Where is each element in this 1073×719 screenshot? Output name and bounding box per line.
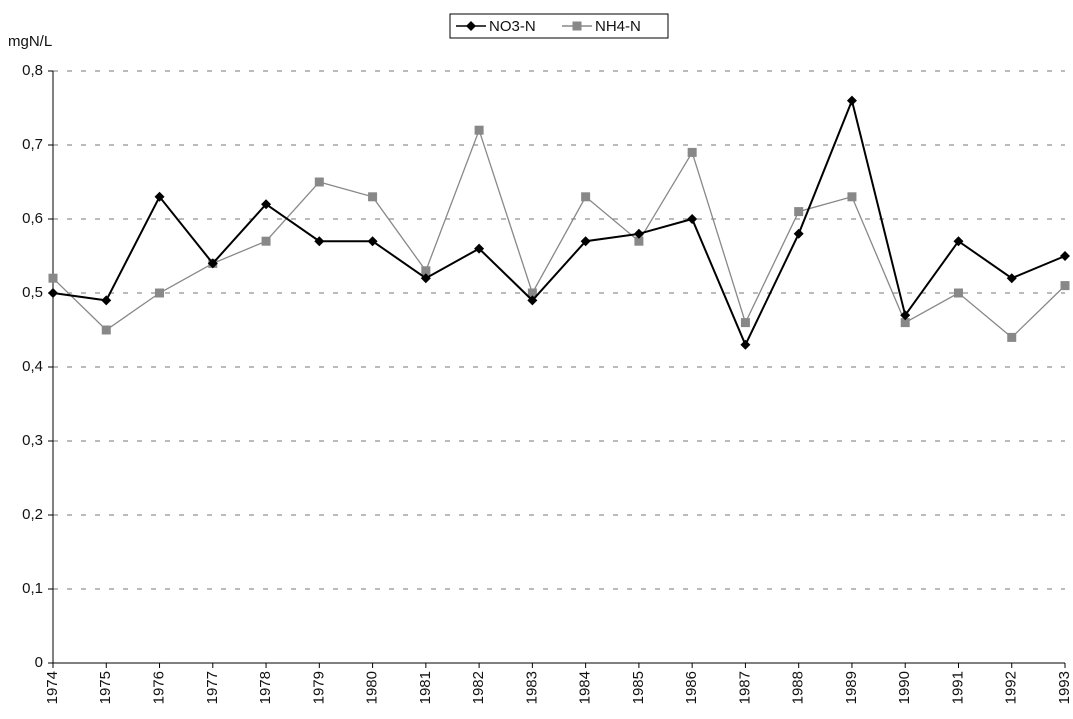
x-tick-label: 1976: [150, 671, 167, 704]
y-tick-label: 0,8: [22, 62, 43, 79]
marker: [314, 236, 325, 247]
marker: [633, 228, 644, 239]
marker: [572, 21, 582, 31]
x-tick-label: 1986: [683, 671, 700, 704]
marker: [1060, 251, 1070, 261]
y-tick-label: 0,1: [22, 580, 43, 597]
x-tick-label: 1984: [577, 671, 594, 704]
marker: [466, 21, 476, 31]
marker: [740, 318, 750, 328]
marker: [581, 192, 591, 202]
marker: [207, 258, 218, 269]
marker: [793, 228, 804, 239]
x-tick-label: 1975: [97, 671, 114, 704]
x-tick-label: 1977: [204, 671, 221, 704]
y-tick-label: 0,5: [22, 284, 43, 301]
y-tick-label: 0,7: [22, 136, 43, 153]
x-tick-label: 1981: [417, 671, 434, 704]
marker: [474, 125, 484, 135]
x-tick-label: 1990: [896, 671, 913, 704]
marker: [1006, 273, 1017, 284]
x-tick-label: 1988: [790, 671, 807, 704]
marker: [420, 273, 431, 284]
y-tick-label: 0,6: [22, 210, 43, 227]
marker: [847, 192, 857, 202]
marker: [794, 207, 804, 217]
x-tick-label: 1974: [44, 671, 61, 704]
marker: [1007, 332, 1017, 342]
x-tick-label: 1980: [364, 671, 381, 704]
x-tick-label: 1982: [470, 671, 487, 704]
marker: [846, 95, 857, 106]
x-tick-label: 1983: [523, 671, 540, 704]
marker: [421, 266, 431, 276]
series-line: [52, 128, 1066, 339]
marker: [580, 236, 591, 247]
x-tick-label: 1993: [1056, 671, 1073, 704]
legend-box: [449, 13, 669, 39]
x-tick-label: 1989: [843, 671, 860, 704]
y-axis-label: mgN/L: [8, 33, 52, 50]
y-tick-label: 0,2: [22, 506, 43, 523]
marker: [48, 273, 58, 283]
marker: [261, 236, 271, 246]
marker: [314, 177, 324, 187]
marker: [1060, 281, 1070, 291]
marker: [953, 236, 964, 247]
x-tick-label: 1979: [310, 671, 327, 704]
marker: [101, 295, 112, 306]
series-line: [52, 97, 1066, 348]
y-tick-label: 0,3: [22, 432, 43, 449]
marker: [687, 147, 697, 157]
legend-label: NO3-N: [489, 18, 536, 35]
marker: [368, 192, 378, 202]
x-tick-label: 1987: [736, 671, 753, 704]
marker: [154, 191, 165, 202]
marker: [101, 325, 111, 335]
marker: [634, 236, 644, 246]
marker: [261, 199, 272, 210]
marker: [527, 288, 537, 298]
x-tick-label: 1992: [1003, 671, 1020, 704]
marker: [474, 243, 485, 254]
marker: [687, 214, 698, 224]
marker: [900, 318, 910, 328]
y-tick-label: 0: [35, 654, 43, 671]
marker: [953, 288, 963, 298]
marker: [740, 339, 751, 350]
x-tick-label: 1978: [257, 671, 274, 704]
marker: [527, 295, 538, 306]
x-tick-label: 1985: [630, 671, 647, 704]
marker: [900, 310, 911, 321]
y-tick-label: 0,4: [22, 358, 43, 375]
marker: [367, 236, 378, 247]
marker: [48, 288, 58, 298]
x-tick-label: 1991: [949, 671, 966, 704]
marker: [155, 288, 165, 298]
legend-label: NH4-N: [595, 18, 641, 35]
